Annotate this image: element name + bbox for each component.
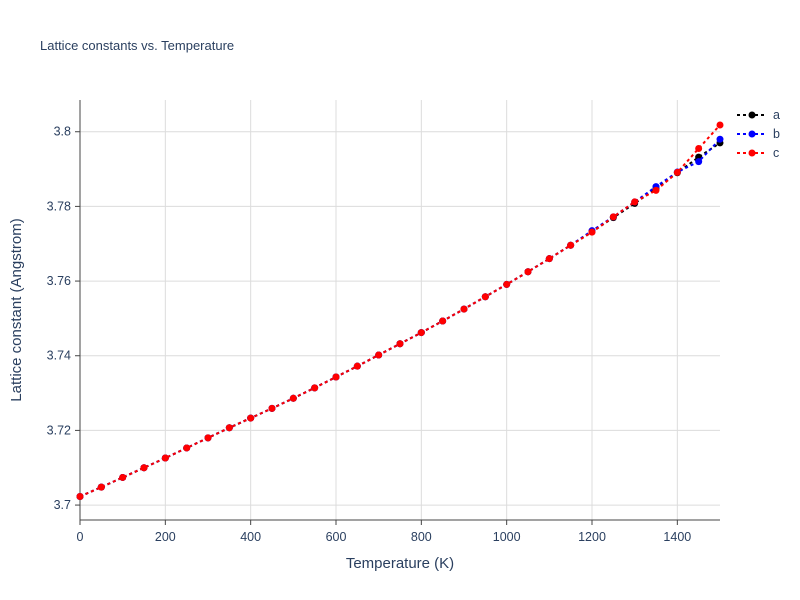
data-point-c [417,329,425,337]
series-b [76,135,724,500]
series-line-a [79,142,721,498]
legend-label-b: b [773,127,780,141]
data-point-c [311,384,319,392]
data-point-c [545,255,553,263]
y-tick-label: 3.78 [47,199,71,213]
x-tick-label: 1400 [663,530,691,544]
y-tick-label: 3.8 [54,125,71,139]
x-axis-title: Temperature (K) [346,555,454,572]
ticks-layer: 0 200 400 600 800 1000 1200 1400 3.7 3.72 3.74 3.76… [47,125,692,544]
data-point-c [503,280,511,288]
series-layer [76,121,724,500]
data-point-c [268,404,276,412]
data-point-c [375,351,383,359]
data-point-b [695,158,703,166]
data-point-c [353,362,361,370]
data-point-c [673,168,681,176]
chart-title: Lattice constants vs. Temperature [40,38,234,53]
data-point-c [652,186,660,194]
y-axis-title: Lattice constant (Angstrom) [8,218,25,401]
x-tick-label: 0 [77,530,84,544]
data-point-c [695,145,703,153]
x-tick-label: 1000 [493,530,521,544]
x-tick-label: 600 [326,530,347,544]
legend[interactable]: abc [737,108,780,160]
y-tick-label: 3.76 [47,274,71,288]
y-tick-label: 3.7 [54,498,71,512]
legend-label-a: a [773,108,780,122]
data-point-c [609,213,617,221]
data-point-c [76,492,84,500]
series-line-c [79,124,721,498]
data-point-c [567,241,575,249]
data-point-c [439,317,447,325]
data-point-c [289,394,297,402]
legend-marker-a [748,111,756,119]
data-point-c [460,305,468,313]
data-point-c [524,268,532,276]
data-point-c [396,340,404,348]
data-point-b [716,135,724,143]
data-point-c [140,464,148,472]
legend-item-c[interactable]: c [737,146,779,160]
data-point-c [247,414,255,422]
series-c [76,121,724,500]
grid-layer [80,100,720,520]
legend-marker-b [748,130,756,138]
data-point-c [481,293,489,301]
data-point-c [225,424,233,432]
x-tick-label: 400 [240,530,261,544]
data-point-c [161,454,169,462]
series-line-b [79,138,721,498]
legend-item-b[interactable]: b [737,127,780,141]
y-tick-label: 3.72 [47,423,71,437]
legend-marker-c [748,149,756,157]
data-point-c [204,434,212,442]
axes-layer [79,100,720,521]
series-a [76,139,724,500]
legend-label-c: c [773,146,779,160]
x-tick-label: 1200 [578,530,606,544]
data-point-c [332,373,340,381]
data-point-c [97,483,105,491]
data-point-c [631,198,639,206]
data-point-c [588,228,596,236]
data-point-c [119,473,127,481]
x-tick-label: 800 [411,530,432,544]
data-point-c [716,121,724,129]
y-tick-label: 3.74 [47,349,71,363]
x-tick-label: 200 [155,530,176,544]
legend-item-a[interactable]: a [737,108,780,122]
data-point-c [183,444,191,452]
